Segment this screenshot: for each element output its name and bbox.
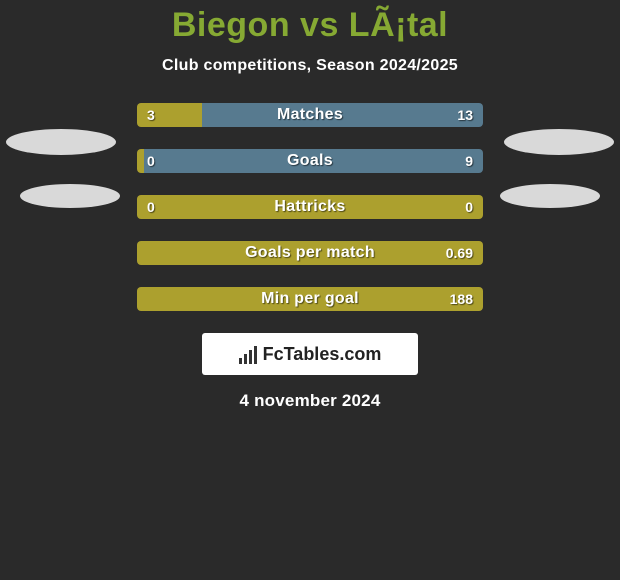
stat-bar-label: Goals per match (137, 241, 483, 265)
stat-bar-right-value: 0.69 (446, 241, 473, 265)
brand-text: FcTables.com (263, 344, 382, 365)
date-line: 4 november 2024 (0, 391, 620, 411)
stat-bar: Hattricks0 0 (137, 195, 483, 219)
stat-bar-right-value: 13 (457, 103, 473, 127)
stat-bar: Goals per match0.69 (137, 241, 483, 265)
stat-bar-left-value: 3 (147, 103, 155, 127)
stat-bar: Matches3 13 (137, 103, 483, 127)
stat-bar-left-value: 0 (147, 149, 155, 173)
stat-bar: Min per goal188 (137, 287, 483, 311)
brand-badge[interactable]: FcTables.com (202, 333, 418, 375)
stat-bar-left-value: 0 (147, 195, 155, 219)
comparison-infographic: Biegon vs LÃ¡tal Club competitions, Seas… (0, 6, 620, 580)
team-logo-placeholder (504, 129, 614, 155)
team-logo-placeholder (20, 184, 120, 208)
page-subtitle: Club competitions, Season 2024/2025 (0, 57, 620, 75)
stat-bar: Goals0 9 (137, 149, 483, 173)
bars-chart-icon (239, 344, 257, 364)
stat-bar-label: Min per goal (137, 287, 483, 311)
stat-bar-right-value: 9 (465, 149, 473, 173)
page-title: Biegon vs LÃ¡tal (0, 6, 620, 45)
stat-bar-right-value: 188 (450, 287, 473, 311)
stat-bar-label: Hattricks (137, 195, 483, 219)
stat-bar-right-value: 0 (465, 195, 473, 219)
stat-bar-label: Goals (137, 149, 483, 173)
team-logo-placeholder (6, 129, 116, 155)
brand-inner: FcTables.com (239, 344, 382, 365)
team-logo-placeholder (500, 184, 600, 208)
stat-bar-label: Matches (137, 103, 483, 127)
